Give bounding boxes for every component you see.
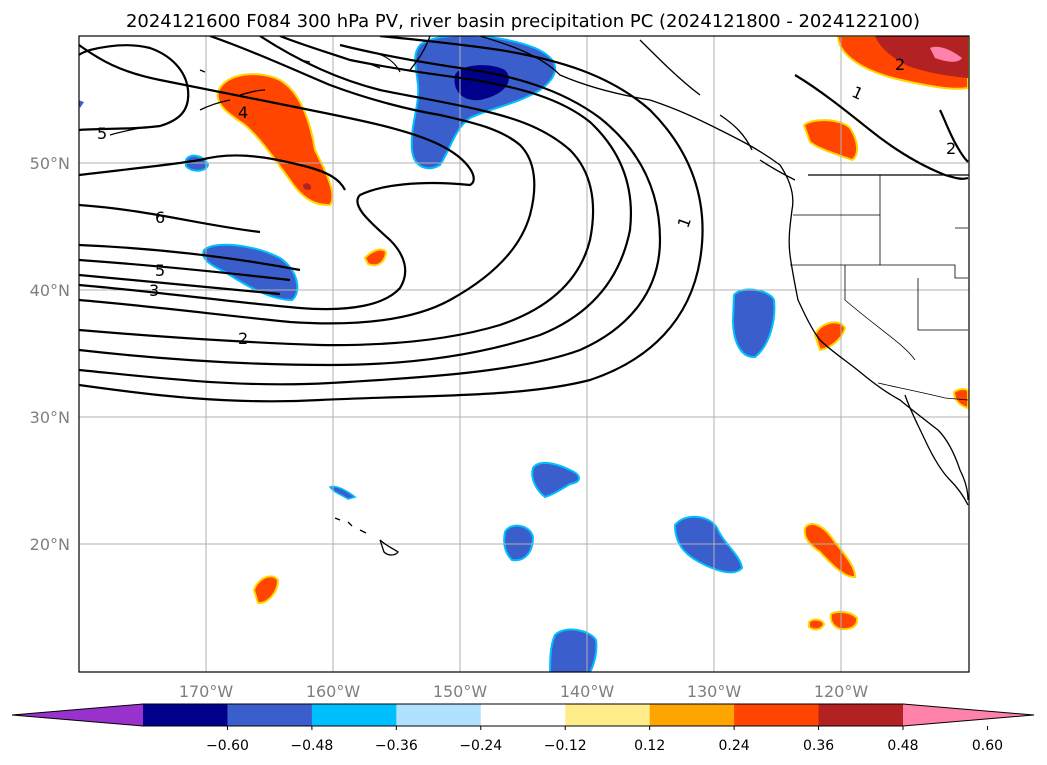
colorbar-tick-label: −0.36	[375, 738, 418, 754]
colorbar-tick-label: 0.60	[972, 738, 1003, 754]
colorbar-tick-label: 0.48	[887, 738, 918, 754]
pv-contours	[79, 36, 969, 403]
colorbar-bin	[311, 704, 397, 726]
lon-tick-label: 150°W	[433, 682, 488, 701]
colorbar-tick-label: 0.12	[634, 738, 665, 754]
lon-tick-label: 170°W	[179, 682, 234, 701]
contour-label: 5	[155, 261, 165, 280]
colorbar-bin	[396, 704, 482, 726]
colorbar-tick-label: 0.36	[803, 738, 834, 754]
map-frame	[78, 35, 970, 673]
colorbar-bin	[649, 704, 735, 726]
contour-label: 2	[946, 139, 956, 158]
colorbar-outline	[11, 703, 1035, 727]
colorbar-tick-label: −0.60	[206, 738, 249, 754]
colorbar-bin	[818, 704, 904, 726]
colorbar-tick-label: 0.24	[719, 738, 750, 754]
lon-tick-label: 140°W	[560, 682, 615, 701]
colorbar-bin	[565, 704, 651, 726]
contour-label: 6	[155, 208, 165, 227]
colorbar-extend-max	[903, 704, 1034, 726]
colorbar-bin	[227, 704, 313, 726]
lon-tick-label: 120°W	[814, 682, 869, 701]
lon-tick-labels: 170°W 160°W 150°W 140°W 130°W 120°W	[179, 682, 869, 701]
colorbar-bin	[143, 704, 228, 726]
contour-label: 2	[238, 329, 248, 348]
lon-tick-label: 130°W	[687, 682, 742, 701]
contour-label: 5	[97, 124, 107, 143]
lat-tick-label: 20°N	[30, 535, 70, 554]
map-area: 5 4 6 5 3 2 1 1 2 2	[79, 36, 969, 672]
colorbar: −0.60 −0.48 −0.36 −0.24 −0.12 0.12 0.24 0.36 0.4…	[11, 703, 1035, 754]
lat-tick-label: 30°N	[30, 408, 70, 427]
colorbar-tick-label: −0.12	[544, 738, 587, 754]
colorbar-tick-label: −0.24	[459, 738, 502, 754]
lat-tick-label: 40°N	[30, 281, 70, 300]
contour-label: 4	[238, 103, 248, 122]
colorbar-tick-label: −0.48	[290, 738, 333, 754]
map-title: 2024121600 F084 300 hPa PV, river basin …	[126, 11, 920, 32]
graticule	[79, 36, 969, 672]
colorbar-bin	[734, 704, 820, 726]
lat-tick-labels: 50°N 40°N 30°N 20°N	[30, 154, 70, 554]
lon-tick-label: 160°W	[306, 682, 361, 701]
contour-label: 3	[149, 281, 159, 300]
lat-tick-label: 50°N	[30, 154, 70, 173]
contour-label: 2	[895, 55, 905, 74]
colorbar-bin	[480, 704, 566, 726]
colorbar-extend-min	[12, 704, 143, 726]
